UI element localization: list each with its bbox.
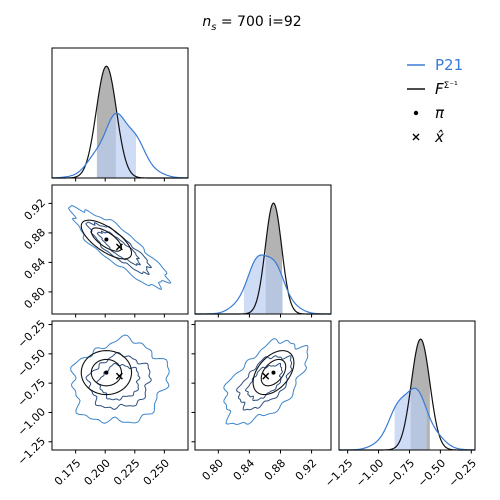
estimate-xhat-marker xyxy=(262,372,270,380)
truth-pi-marker xyxy=(104,370,109,375)
x-tick-label-p1: 0.84 xyxy=(231,457,258,484)
panel-p0-vs-p2 xyxy=(51,320,189,451)
p21-contour-1sigma xyxy=(96,230,141,266)
x-tick-label-p0: 0.175 xyxy=(52,457,83,488)
x-tick-label-p2: −0.25 xyxy=(446,457,479,490)
legend-entry-2: π xyxy=(413,104,445,122)
x-tick-label-p1: 0.80 xyxy=(200,457,227,484)
estimate-xhat-marker xyxy=(115,372,123,380)
panel-frame xyxy=(194,184,332,315)
svg-text:π: π xyxy=(435,104,445,122)
fisher-contour-2sigma xyxy=(80,219,133,260)
x-tick-label-p2: −0.50 xyxy=(415,457,448,490)
legend-entry-0: P21 xyxy=(407,56,463,74)
panel-frame xyxy=(51,184,189,315)
legend-entry-1: FΣ⁻¹ xyxy=(407,80,458,98)
svg-text:x̂: x̂ xyxy=(434,128,444,146)
chart-title: ns = 700 i=92 xyxy=(202,14,301,33)
y-tick-label-p1: 0.84 xyxy=(22,255,49,282)
y-tick-label-p2: −1.00 xyxy=(15,405,48,438)
p21-contour-2sigma xyxy=(85,351,152,410)
truth-pi-marker xyxy=(271,370,276,375)
p21-contour-3sigma xyxy=(68,205,172,290)
x-tick-label-p1: 0.92 xyxy=(293,457,320,484)
panel-frame xyxy=(338,320,476,451)
y-tick-label-p2: −1.25 xyxy=(15,435,48,468)
legend: P21 FΣ⁻¹ π x̂ xyxy=(407,56,463,146)
y-tick-label-p1: 0.88 xyxy=(22,226,49,253)
y-tick-label-p2: −0.25 xyxy=(15,317,48,350)
x-tick-label-p2: −0.75 xyxy=(384,457,417,490)
y-tick-label-p2: −0.75 xyxy=(15,376,48,409)
p21-density-line xyxy=(195,254,331,315)
fisher-contour-1sigma xyxy=(90,358,123,387)
fisher-contour-2sigma xyxy=(252,350,295,396)
y-tick-label-p1: 0.92 xyxy=(22,196,49,223)
x-tick-label-p2: −1.25 xyxy=(322,457,355,490)
diag-panel-p2 xyxy=(338,320,476,451)
p21-contour-2sigma xyxy=(85,221,153,276)
x-tick-label-p0: 0.225 xyxy=(111,457,142,488)
estimate-xhat-marker xyxy=(115,243,123,251)
x-tick-label-p0: 0.200 xyxy=(82,457,113,488)
fisher-contour-1sigma xyxy=(90,227,123,252)
svg-text:P21: P21 xyxy=(435,56,463,74)
svg-text:FΣ⁻¹: FΣ⁻¹ xyxy=(435,80,458,98)
p21-density-line xyxy=(51,112,189,179)
fisher-contour-2sigma xyxy=(80,350,133,396)
x-tick-label-p0: 0.250 xyxy=(141,457,172,488)
p21-interval-fill xyxy=(243,255,283,314)
p21-contour-3sigma xyxy=(70,334,170,424)
y-tick-label-p2: −0.50 xyxy=(15,347,48,380)
x-tick-label-p2: −1.00 xyxy=(353,457,386,490)
panel-p0-vs-p1 xyxy=(51,184,189,315)
panel-frame xyxy=(51,47,189,179)
p21-contour-1sigma xyxy=(96,362,141,401)
panel-frame xyxy=(194,320,332,451)
p21-density-line xyxy=(339,387,476,451)
fisher-contour-1sigma xyxy=(260,358,287,387)
p21-contour-3sigma xyxy=(223,338,309,426)
panel-frame xyxy=(51,320,189,451)
panel-p1-vs-p2 xyxy=(194,320,332,451)
truth-pi-marker xyxy=(104,237,109,242)
y-tick-label-p1: 0.80 xyxy=(22,285,49,312)
diag-panel-p1 xyxy=(194,184,332,315)
diag-panel-p0 xyxy=(51,47,189,179)
legend-entry-3: x̂ xyxy=(412,128,444,146)
x-tick-label-p1: 0.88 xyxy=(262,457,289,484)
